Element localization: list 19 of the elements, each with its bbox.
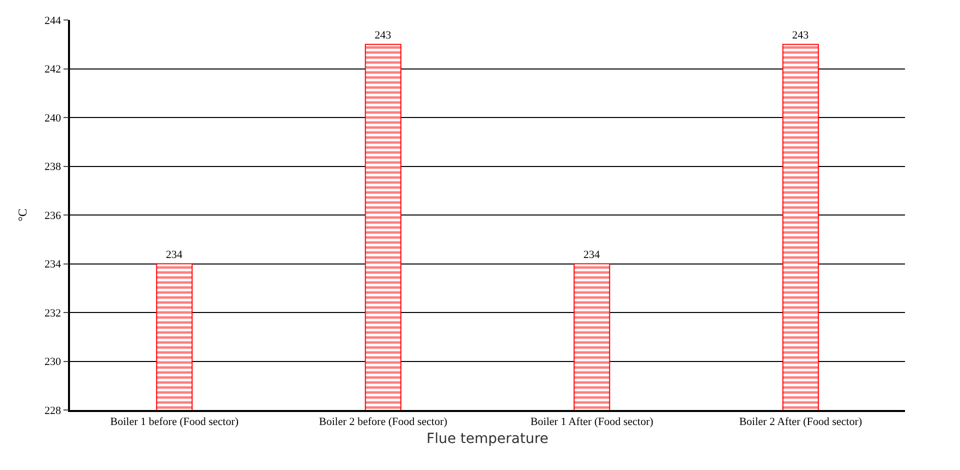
x-tick-label: Boiler 2 before (Food sector) bbox=[318, 416, 448, 428]
data-label: 234 bbox=[583, 248, 600, 261]
x-axis-title: Flue temperature bbox=[426, 430, 548, 447]
y-tick-label: 234 bbox=[44, 258, 62, 271]
y-tick-label: 236 bbox=[44, 210, 62, 222]
y-tick-label: 238 bbox=[44, 161, 62, 174]
y-tick-label: 244 bbox=[44, 14, 62, 27]
y-tick-label: 228 bbox=[44, 404, 62, 417]
x-tick-label: Boiler 1 After (Food sector) bbox=[530, 416, 654, 428]
data-label: 234 bbox=[166, 248, 183, 261]
y-axis-title: °C bbox=[15, 208, 30, 222]
x-tick-label: Boiler 1 before (Food sector) bbox=[110, 416, 239, 428]
y-tick-label: 230 bbox=[44, 356, 62, 368]
x-tick-label: Boiler 2 After (Food sector) bbox=[739, 416, 862, 428]
data-label: 243 bbox=[792, 29, 810, 42]
data-label: 243 bbox=[374, 29, 392, 42]
y-tick-label: 242 bbox=[44, 64, 62, 76]
y-tick-label: 232 bbox=[44, 307, 62, 320]
y-tick-label: 240 bbox=[44, 112, 62, 124]
